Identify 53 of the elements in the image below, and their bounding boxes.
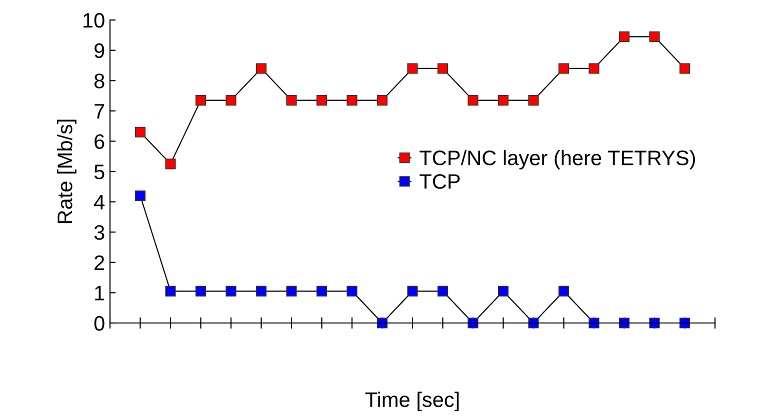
y-tick-label: 1 [95, 286, 104, 300]
point [376, 318, 388, 328]
point [134, 126, 146, 138]
point [558, 63, 570, 74]
point [498, 95, 509, 106]
point [195, 286, 206, 296]
y-tick-label: 3 [94, 225, 104, 240]
y-tick-label: 10 [84, 13, 104, 28]
point [165, 158, 176, 170]
point [165, 286, 176, 296]
y-tick-label: 5 [94, 164, 104, 180]
point [679, 318, 690, 328]
y-tick-label: 2 [94, 255, 104, 270]
point [528, 95, 539, 106]
point [256, 63, 267, 74]
point [134, 190, 146, 202]
point [437, 286, 448, 296]
point [618, 318, 630, 328]
y-tick-label: 6 [94, 134, 104, 149]
point [649, 318, 660, 328]
y-tick-label: 8 [94, 74, 104, 88]
point [588, 63, 600, 74]
point [679, 63, 690, 74]
point [226, 286, 236, 296]
point [346, 95, 358, 106]
point [407, 286, 418, 296]
y-tick-label: 9 [94, 43, 104, 58]
point [558, 286, 570, 296]
point [468, 318, 478, 328]
point [316, 95, 328, 106]
point [649, 31, 660, 42]
point [286, 95, 297, 106]
legend-label: TCP [420, 174, 460, 189]
y-tick-label: 0 [94, 316, 104, 331]
point [437, 63, 448, 74]
point [195, 95, 206, 106]
point [286, 286, 297, 296]
y-axis-title: Rate [Mb/s] [56, 120, 76, 224]
point [528, 318, 539, 328]
point [256, 286, 267, 296]
point [376, 95, 388, 106]
point [226, 95, 236, 106]
legend-label: TCP/NC layer (here TETRYS) [420, 150, 695, 170]
y-tick-label: 4 [94, 195, 105, 210]
point [468, 95, 478, 106]
x-axis-title: Time [sec] [365, 392, 459, 412]
point [346, 286, 358, 296]
point [407, 63, 418, 74]
point [618, 31, 630, 42]
point [588, 318, 600, 328]
point [316, 286, 328, 296]
y-tick-label: 7 [94, 104, 104, 118]
point [498, 286, 509, 296]
